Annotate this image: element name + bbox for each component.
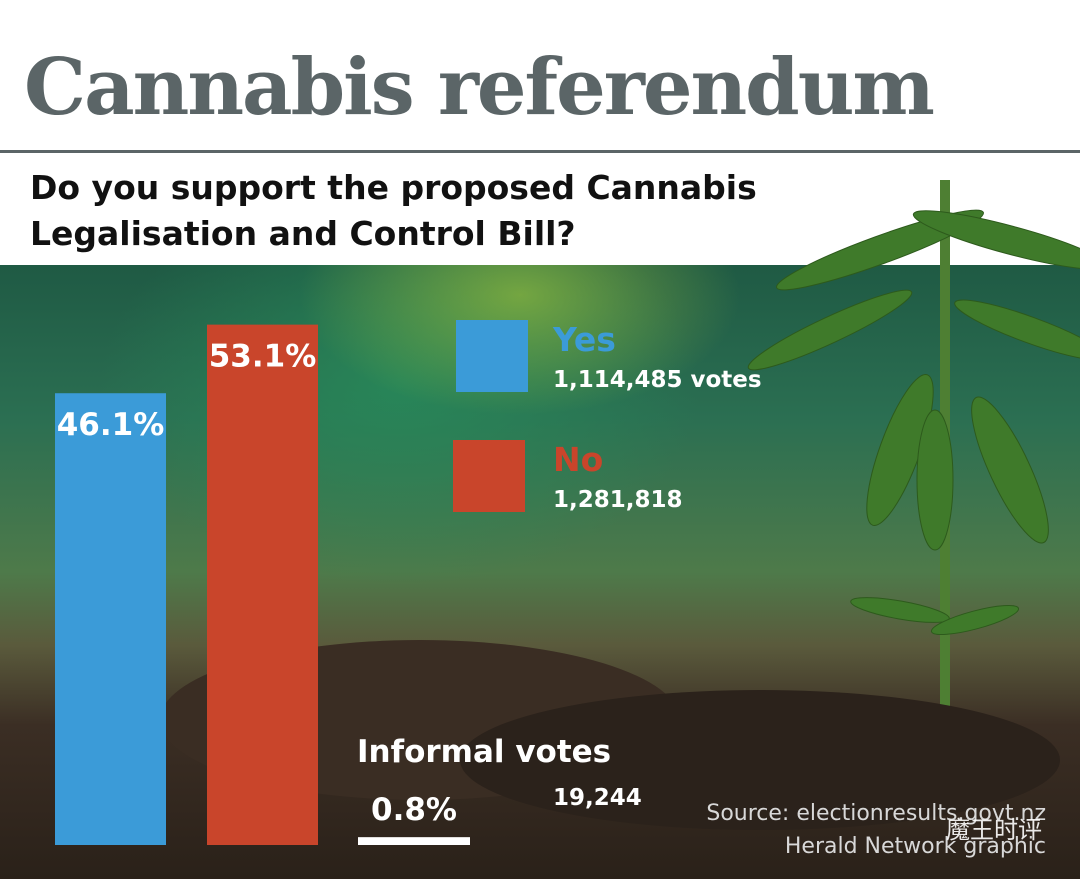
vote-count: 1,281,818 (553, 487, 683, 513)
vote-count: 19,244 (553, 785, 642, 811)
value-label: 46.1% (57, 407, 165, 443)
vote-count: 1,114,485 votes (553, 367, 762, 393)
chart-subtitle: Do you support the proposed Cannabis Leg… (30, 168, 757, 253)
source-note: Source: electionresults.govt.nz (706, 801, 1046, 826)
bar (207, 324, 318, 845)
chart-title: Cannabis referendum (24, 42, 935, 133)
source-note: Herald Network graphic (785, 834, 1046, 859)
legend-label: Yes (552, 320, 616, 359)
bar (55, 393, 166, 845)
value-label: 53.1% (209, 339, 317, 375)
legend-swatch (456, 320, 528, 392)
bar (358, 837, 470, 845)
title-rule (0, 150, 1080, 153)
plant (747, 180, 1080, 750)
watermark: 魔王时评 (946, 816, 1042, 844)
category-label: Informal votes (357, 734, 611, 770)
legend-label: No (553, 440, 603, 479)
legend-swatch (453, 440, 525, 512)
value-label: 0.8% (371, 792, 457, 828)
